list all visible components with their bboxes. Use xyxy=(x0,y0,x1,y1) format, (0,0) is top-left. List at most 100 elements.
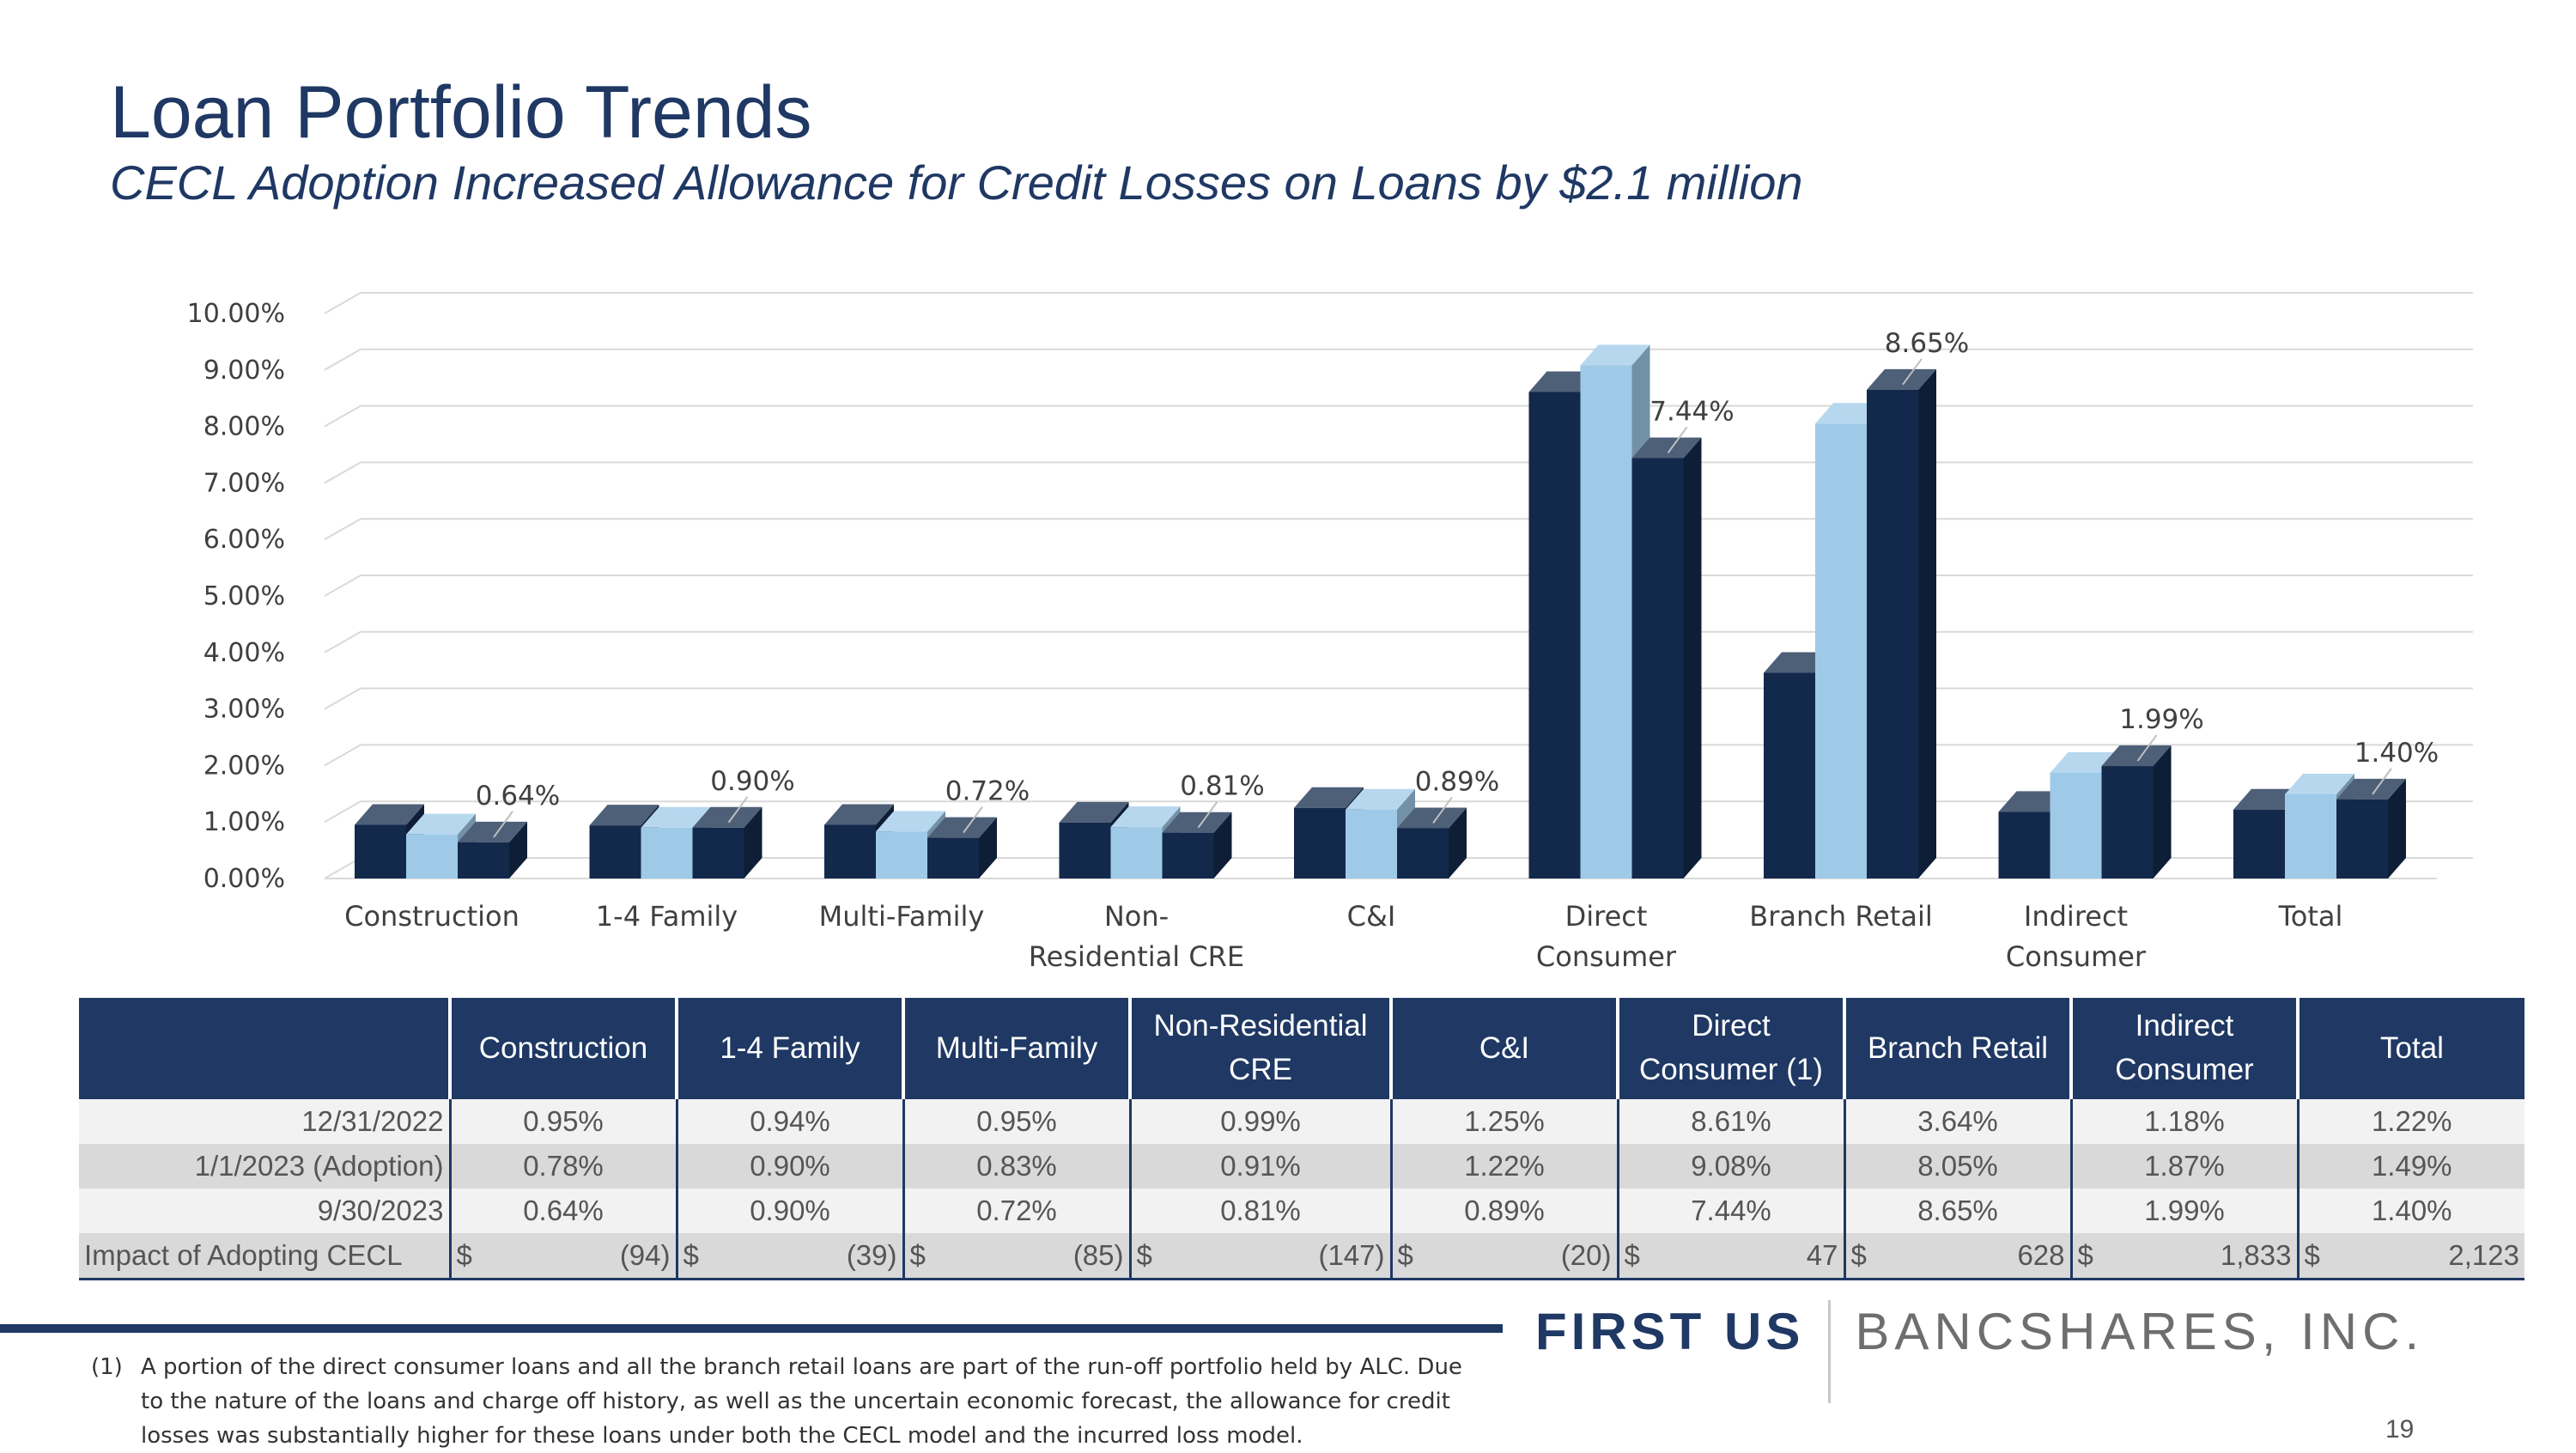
x-category-label: C&I xyxy=(1347,900,1396,933)
currency-symbol: $ xyxy=(1850,1239,1867,1271)
x-category-label: Total xyxy=(2278,900,2343,933)
table-header: Direct Consumer (1) xyxy=(1616,998,1844,1099)
impact-value: (20) xyxy=(1560,1239,1612,1271)
gridline-depth xyxy=(324,461,361,484)
gridline-depth xyxy=(324,348,361,371)
bar-top xyxy=(1294,787,1364,808)
bar xyxy=(927,837,979,878)
y-tick-label: 9.00% xyxy=(204,356,285,386)
y-tick-label: 6.00% xyxy=(204,525,285,555)
bar-side xyxy=(979,817,997,878)
impact-value: (147) xyxy=(1318,1239,1385,1271)
table-row: 12/31/2022 0.95% 0.94% 0.95% 0.99% 1.25%… xyxy=(79,1099,2524,1144)
impact-cell: $ (85) xyxy=(902,1233,1130,1280)
table-cell: 1.87% xyxy=(2069,1144,2298,1189)
table-cell: 0.81% xyxy=(1128,1189,1391,1233)
bar xyxy=(2336,799,2388,878)
data-label-leader xyxy=(1197,801,1218,829)
x-category-label: Non- xyxy=(1104,900,1169,933)
bar-top xyxy=(1162,812,1232,833)
bar xyxy=(2233,809,2285,878)
bar-top xyxy=(1397,807,1467,829)
bar xyxy=(1815,423,1867,878)
impact-cell: $47 xyxy=(1616,1233,1844,1280)
impact-cell: $ (39) xyxy=(675,1233,903,1280)
y-tick-label: 10.00% xyxy=(187,299,285,329)
table-cell: 1.49% xyxy=(2296,1144,2524,1189)
bar-side xyxy=(1449,807,1467,878)
table-row-impact: Impact of Adopting CECL $ (94) $ (39) $ (85… xyxy=(79,1233,2524,1280)
bar-top xyxy=(589,805,659,826)
table-cell: 0.90% xyxy=(675,1189,903,1233)
bar-top xyxy=(1867,368,1936,390)
bar xyxy=(1294,807,1346,878)
data-label-leader xyxy=(1432,796,1453,824)
table-cell: 8.05% xyxy=(1843,1144,2071,1189)
table-row: 1/1/2023 (Adoption) 0.78% 0.90% 0.83% 0.… xyxy=(79,1144,2524,1189)
bar-top xyxy=(692,806,762,828)
impact-value: 2,123 xyxy=(2448,1239,2519,1271)
bar-side xyxy=(744,806,762,878)
table-cell: 0.95% xyxy=(902,1099,1130,1144)
bar-top xyxy=(927,817,997,838)
gridline-depth xyxy=(324,687,361,710)
impact-cell: $ (20) xyxy=(1389,1233,1618,1280)
table-header: Indirect Consumer xyxy=(2069,998,2298,1099)
bar xyxy=(1110,827,1163,878)
impact-value: (39) xyxy=(846,1239,897,1271)
page-title: Loan Portfolio Trends xyxy=(110,71,812,154)
y-tick-label: 7.00% xyxy=(204,468,285,498)
table-cell: 0.78% xyxy=(448,1144,677,1189)
gridline-depth xyxy=(324,800,361,824)
table-row: 9/30/2023 0.64% 0.90% 0.72% 0.81% 0.89% … xyxy=(79,1189,2524,1233)
table-cell: 1.22% xyxy=(2296,1099,2524,1144)
table-cell: 0.72% xyxy=(902,1189,1130,1233)
gridline-depth xyxy=(324,744,361,767)
bar xyxy=(2101,766,2154,878)
y-tick-label: 0.00% xyxy=(204,864,285,894)
bar-side xyxy=(1213,812,1232,878)
x-category-label: Consumer xyxy=(1536,940,1677,973)
bar xyxy=(1631,458,1684,878)
impact-cell: $2,123 xyxy=(2296,1233,2524,1280)
table-header: Non-Residential CRE xyxy=(1128,998,1391,1099)
page-subtitle: CECL Adoption Increased Allowance for Cr… xyxy=(110,155,1803,210)
data-label-leader xyxy=(1902,358,1923,386)
y-tick-label: 8.00% xyxy=(204,412,285,442)
y-tick-label: 5.00% xyxy=(204,581,285,611)
table-cell: 0.90% xyxy=(675,1144,903,1189)
gridline-depth xyxy=(324,404,361,428)
currency-symbol: $ xyxy=(1136,1239,1152,1271)
x-category-label: Indirect xyxy=(2024,900,2128,933)
bar-top xyxy=(458,821,527,842)
table-cell: 0.91% xyxy=(1128,1144,1391,1189)
y-tick-label: 3.00% xyxy=(204,695,285,725)
data-label: 1.99% xyxy=(2119,704,2203,735)
bar xyxy=(1397,828,1449,878)
impact-value: (85) xyxy=(1072,1239,1124,1271)
gridline-depth xyxy=(324,518,361,541)
table-cell: 0.64% xyxy=(448,1189,677,1233)
impact-value: 47 xyxy=(1806,1239,1838,1271)
bar-top xyxy=(641,806,711,828)
data-label-leader xyxy=(2372,768,2392,795)
logo-part-1: FIRST US xyxy=(1535,1303,1805,1360)
currency-symbol: $ xyxy=(909,1239,926,1271)
footer-divider xyxy=(0,1324,1503,1333)
table-header: Branch Retail xyxy=(1843,998,2071,1099)
row-label: 1/1/2023 (Adoption) xyxy=(79,1144,450,1189)
table-cell: 3.64% xyxy=(1843,1099,2071,1144)
table-cell: 0.95% xyxy=(448,1099,677,1144)
page-number: 19 xyxy=(2385,1415,2415,1444)
data-label-leader xyxy=(727,796,749,824)
table-header-corner xyxy=(79,998,450,1099)
bar-chart: 0.00% 1.00% 2.00% 3.00% 4.00% 5.00% 6.00% 7.00%… xyxy=(187,292,2473,973)
bar xyxy=(1059,822,1111,878)
bar-top xyxy=(406,813,476,835)
table-cell: 9.08% xyxy=(1616,1144,1844,1189)
impact-cell: $1,833 xyxy=(2069,1233,2298,1280)
currency-symbol: $ xyxy=(1397,1239,1413,1271)
bar xyxy=(589,825,641,878)
currency-symbol: $ xyxy=(2077,1239,2093,1271)
data-table: Construction 1-4 Family Multi-Family Non… xyxy=(79,998,2524,1280)
